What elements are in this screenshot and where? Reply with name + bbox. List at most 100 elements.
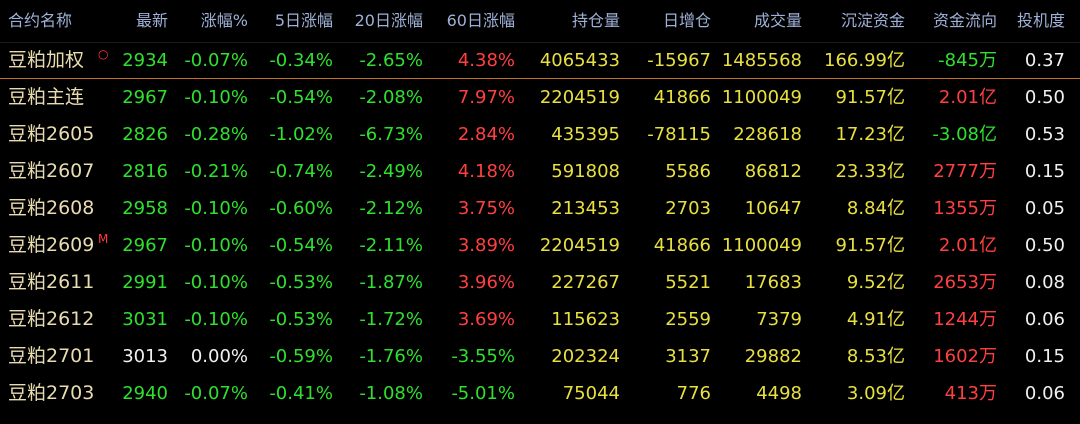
cell-value: -0.34%	[269, 50, 333, 71]
cell-value: 41866	[653, 235, 711, 256]
cell-value: 0.37	[1024, 50, 1065, 71]
cell-value: -0.07%	[184, 383, 248, 404]
cell-value: 29882	[744, 346, 802, 367]
cell-value: 2559	[665, 309, 711, 330]
cell-value: 3.75%	[457, 198, 515, 219]
cell-value: -0.53%	[269, 272, 333, 293]
cell-value: 17.23亿	[835, 124, 905, 145]
column-header: 涨幅%	[200, 11, 248, 30]
cell-value: 86812	[744, 161, 802, 182]
cell-value: 23.33亿	[835, 161, 905, 182]
cell-value: -1.02%	[269, 124, 333, 145]
contract-name: 豆粕2605	[8, 123, 95, 145]
header-divider	[0, 42, 1080, 43]
contract-name: 豆粕主连	[8, 86, 85, 108]
cell-value: 2204519	[539, 235, 620, 256]
contract-tag: M	[98, 232, 109, 246]
cell-value: -0.74%	[269, 161, 333, 182]
cell-value: 776	[676, 383, 711, 404]
cell-value: 0.00%	[190, 346, 248, 367]
cell-value: 0.50	[1024, 235, 1065, 256]
cell-value: -0.54%	[269, 87, 333, 108]
cell-value: 3.69%	[457, 309, 515, 330]
cell-value: -78115	[647, 124, 711, 145]
cell-value: -0.10%	[184, 235, 248, 256]
cell-value: -3.55%	[451, 346, 515, 367]
cell-value: 41866	[653, 87, 711, 108]
cell-value: -2.49%	[359, 161, 423, 182]
cell-value: -0.10%	[184, 198, 248, 219]
contract-name: 豆粕加权	[8, 49, 85, 71]
cell-value: 227267	[551, 272, 620, 293]
cell-value: 1244万	[933, 309, 997, 330]
cell-value: -845万	[938, 50, 997, 71]
cell-value: 2.01亿	[938, 87, 997, 108]
cell-value: -0.10%	[184, 87, 248, 108]
column-header: 投机度	[1016, 11, 1065, 30]
cell-value: 0.06	[1024, 309, 1065, 330]
cell-value: 5586	[665, 161, 711, 182]
cell-value: 2653万	[933, 272, 997, 293]
cell-value: 2.01亿	[938, 235, 997, 256]
cell-value: 8.53亿	[846, 346, 905, 367]
cell-value: 7379	[756, 309, 802, 330]
cell-value: -2.12%	[359, 198, 423, 219]
contract-name: 豆粕2612	[8, 308, 95, 330]
cell-value: 0.50	[1024, 87, 1065, 108]
cell-value: 2.84%	[457, 124, 515, 145]
column-header: 60日涨幅	[446, 11, 515, 30]
cell-value: -2.08%	[359, 87, 423, 108]
cell-value: 4.18%	[457, 161, 515, 182]
cell-value: 10647	[744, 198, 802, 219]
cell-value: -0.10%	[184, 272, 248, 293]
cell-value: 2967	[122, 87, 168, 108]
cell-value: 4065433	[539, 50, 620, 71]
contract-name: 豆粕2609	[8, 234, 95, 256]
cell-value: -1.08%	[359, 383, 423, 404]
cell-value: 228618	[733, 124, 802, 145]
cell-value: -0.10%	[184, 309, 248, 330]
cell-value: 115623	[551, 309, 620, 330]
cell-value: 2940	[122, 383, 168, 404]
contract-name: 豆粕2607	[8, 160, 95, 182]
cell-value: 3.89%	[457, 235, 515, 256]
cell-value: 1100049	[721, 235, 802, 256]
cell-value: 2958	[122, 198, 168, 219]
cell-value: 17683	[744, 272, 802, 293]
row-divider	[0, 78, 1080, 79]
cell-value: 0.08	[1024, 272, 1065, 293]
cell-value: -2.11%	[359, 235, 423, 256]
cell-value: 0.05	[1024, 198, 1065, 219]
cell-value: 91.57亿	[835, 87, 905, 108]
contract-tag: ○	[98, 47, 109, 61]
cell-value: 0.15	[1024, 346, 1065, 367]
cell-value: 8.84亿	[846, 198, 905, 219]
column-header: 20日涨幅	[354, 11, 423, 30]
cell-value: 213453	[551, 198, 620, 219]
cell-value: 413万	[944, 383, 997, 404]
column-header: 资金流向	[932, 11, 997, 30]
cell-value: 3013	[122, 346, 168, 367]
cell-value: 202324	[551, 346, 620, 367]
cell-value: 2204519	[539, 87, 620, 108]
cell-value: -0.60%	[269, 198, 333, 219]
column-header: 持仓量	[571, 11, 620, 30]
contract-name: 豆粕2611	[8, 271, 95, 293]
column-header: 5日涨幅	[274, 11, 333, 30]
cell-value: 435395	[551, 124, 620, 145]
cell-value: -0.21%	[184, 161, 248, 182]
cell-value: -1.72%	[359, 309, 423, 330]
cell-value: 0.15	[1024, 161, 1065, 182]
column-header: 日增仓	[662, 11, 711, 30]
cell-value: 166.99亿	[824, 50, 905, 71]
cell-value: 75044	[562, 383, 620, 404]
cell-value: 5521	[665, 272, 711, 293]
column-header: 成交量	[753, 11, 802, 30]
cell-value: 0.06	[1024, 383, 1065, 404]
cell-value: -0.28%	[184, 124, 248, 145]
cell-value: -3.08亿	[932, 124, 997, 145]
cell-value: -1.87%	[359, 272, 423, 293]
contract-name: 豆粕2703	[8, 382, 95, 404]
cell-value: 1485568	[721, 50, 802, 71]
